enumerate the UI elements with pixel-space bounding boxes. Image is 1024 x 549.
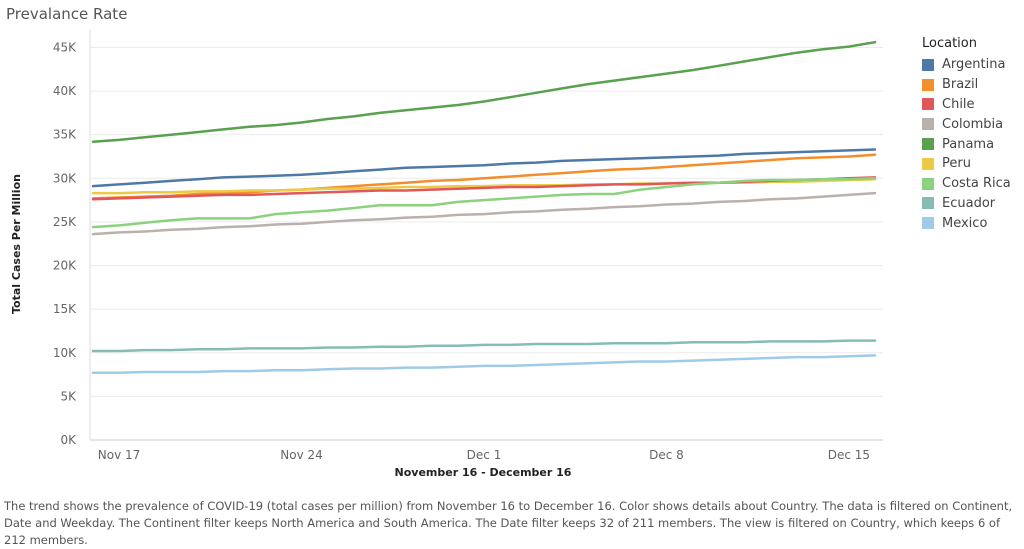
y-tick-label: 10K [53, 346, 77, 360]
legend-swatch [922, 118, 934, 131]
legend-item[interactable]: Costa Rica [922, 174, 1022, 194]
legend-item[interactable]: Brazil [922, 75, 1022, 95]
legend-label: Costa Rica [942, 176, 1011, 192]
series-line-argentina[interactable] [91, 148, 877, 188]
y-tick-label: 5K [60, 389, 77, 403]
series-lines [91, 40, 877, 375]
y-tick-label: 20K [53, 259, 77, 273]
legend-swatch [922, 197, 934, 210]
legend-item[interactable]: Peru [922, 154, 1022, 174]
y-tick-label: 25K [53, 215, 77, 229]
series-line-costa-rica[interactable] [91, 177, 877, 229]
legend-item[interactable]: Ecuador [922, 194, 1022, 214]
y-tick-label: 35K [53, 128, 77, 142]
legend: Location Argentina Brazil Chile Colombia Pan… [922, 36, 1022, 233]
x-tick-label: Dec 15 [828, 448, 870, 462]
legend-swatch [922, 58, 934, 71]
legend-swatch [922, 138, 934, 151]
legend-items: Argentina Brazil Chile Colombia Panama Peru Co… [922, 55, 1022, 233]
series-line-ecuador[interactable] [91, 339, 877, 353]
series-line-mexico[interactable] [91, 354, 877, 375]
legend-label: Mexico [942, 215, 988, 231]
gridlines [90, 46, 883, 441]
legend-label: Brazil [942, 77, 979, 93]
legend-label: Peru [942, 156, 971, 172]
y-tick-label: 45K [53, 40, 77, 54]
legend-item[interactable]: Panama [922, 134, 1022, 154]
legend-item[interactable]: Colombia [922, 114, 1022, 134]
y-tick-label: 0K [60, 433, 77, 447]
legend-label: Argentina [942, 57, 1006, 73]
legend-item[interactable]: Argentina [922, 55, 1022, 75]
legend-title: Location [922, 36, 977, 51]
x-tick-label: Nov 24 [280, 448, 323, 462]
legend-label: Ecuador [942, 195, 996, 211]
series-line-brazil[interactable] [91, 153, 877, 200]
x-tick-label: Dec 8 [649, 448, 684, 462]
legend-swatch [922, 177, 934, 190]
chart-title: Prevalance Rate [6, 5, 128, 23]
legend-swatch [922, 217, 934, 230]
line-chart: 0K 5K 10K 15K 20K 25K 30K 35K 40K 45K Nov 17 Nov 2… [10, 30, 883, 479]
series-line-colombia[interactable] [91, 191, 877, 236]
y-tick-label: 15K [53, 302, 77, 316]
x-tick-label: Dec 1 [467, 448, 502, 462]
y-tick-label: 40K [53, 84, 77, 98]
legend-swatch [922, 157, 934, 170]
legend-item[interactable]: Mexico [922, 213, 1022, 233]
y-tick-label: 30K [53, 171, 77, 185]
legend-label: Colombia [942, 116, 1004, 132]
legend-label: Panama [942, 136, 995, 152]
legend-swatch [922, 98, 934, 111]
legend-item[interactable]: Chile [922, 95, 1022, 115]
legend-swatch [922, 78, 934, 91]
legend-label: Chile [942, 96, 975, 112]
chart-caption: The trend shows the prevalence of COVID-… [4, 499, 1013, 547]
y-axis: 0K 5K 10K 15K 20K 25K 30K 35K 40K 45K [53, 30, 883, 447]
series-line-panama[interactable] [91, 40, 877, 143]
x-axis-title: November 16 - December 16 [395, 466, 572, 479]
x-tick-label: Nov 17 [98, 448, 141, 462]
y-axis-title: Total Cases Per Million [10, 174, 23, 314]
x-axis: Nov 17 Nov 24 Dec 1 Dec 8 Dec 15 [98, 448, 870, 462]
